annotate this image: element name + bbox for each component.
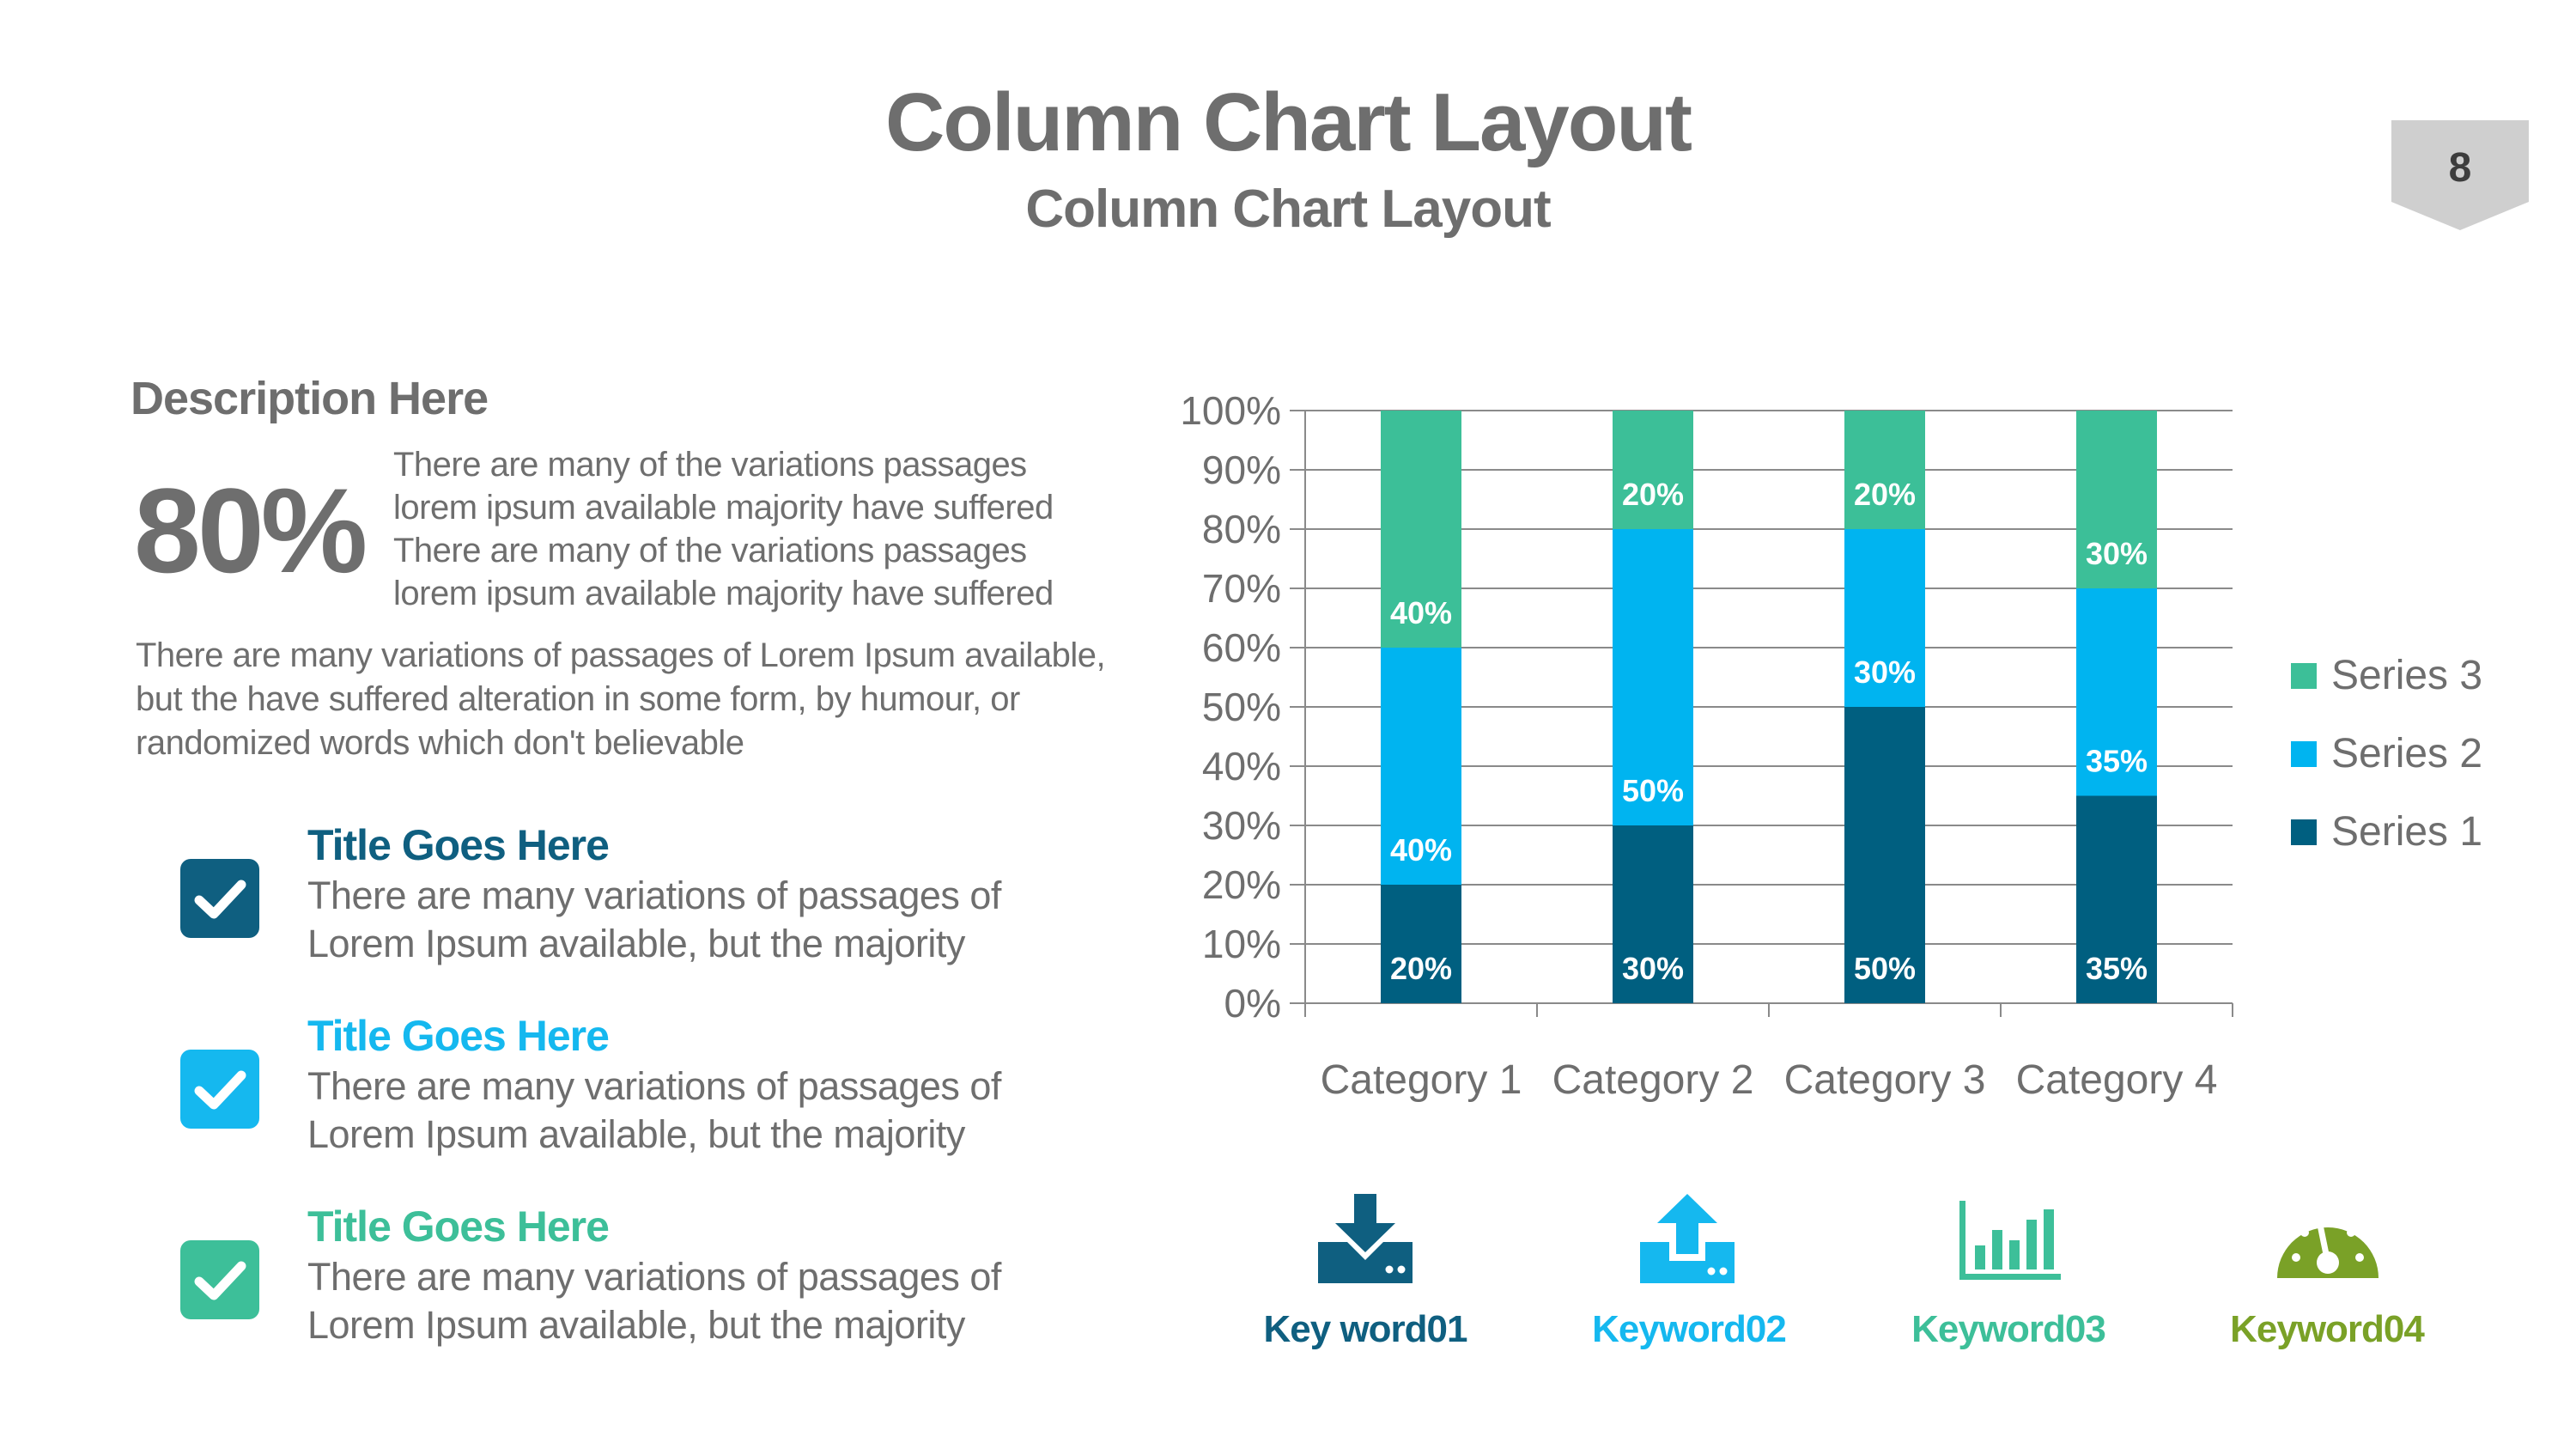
bar-segment: [1381, 411, 1461, 648]
y-tick-label: 0%: [1224, 981, 1281, 1026]
legend-swatch: [2291, 819, 2317, 845]
data-label: 50%: [1622, 773, 1684, 808]
legend-label: Series 2: [2331, 731, 2482, 776]
page-tag-shape: [2391, 120, 2529, 230]
download-icon: [1318, 1194, 1413, 1283]
gauge-icon: [2277, 1221, 2379, 1278]
check-icon: [180, 859, 259, 938]
bar-segment: [1613, 529, 1693, 825]
page-title: Column Chart Layout: [885, 76, 1692, 168]
bar-segment: [1613, 411, 1693, 529]
legend-swatch: [2291, 663, 2317, 689]
y-tick-label: 50%: [1202, 685, 1281, 729]
bar-segment: [2076, 411, 2157, 588]
data-label: 40%: [1390, 832, 1452, 868]
y-tick-label: 60%: [1202, 625, 1281, 670]
data-label: 30%: [1854, 654, 1916, 690]
data-label: 40%: [1390, 595, 1452, 630]
page-subtitle: Column Chart Layout: [1025, 180, 1551, 239]
bar-segment: [2076, 588, 2157, 796]
y-tick-label: 90%: [1202, 447, 1281, 492]
data-label: 20%: [1622, 477, 1684, 512]
y-tick-label: 20%: [1202, 862, 1281, 907]
y-tick-label: 10%: [1202, 922, 1281, 966]
bar-segment: [1381, 885, 1461, 1003]
bar-segment: [1844, 411, 1925, 529]
highlight-percentage: 80%: [134, 463, 368, 598]
data-label: 35%: [2086, 951, 2148, 986]
x-category-label: Category 2: [1552, 1057, 1754, 1103]
bar-segment: [1844, 529, 1925, 707]
legend-swatch: [2291, 741, 2317, 767]
data-label: 50%: [1854, 951, 1916, 986]
description-paragraph-2: There are many variations of passages of…: [136, 636, 1106, 762]
item-text-3: There are many variations of passages of…: [307, 1255, 1001, 1347]
data-label: 35%: [2086, 744, 2148, 779]
data-label: 30%: [2086, 536, 2148, 571]
data-label: 20%: [1854, 477, 1916, 512]
page-number-badge: 8: [2391, 120, 2529, 232]
bar-chart-icon: [1959, 1201, 2061, 1280]
bar-segment: [1381, 648, 1461, 885]
description-paragraph-1: There are many of the variations passage…: [393, 446, 1054, 612]
item-title-1: Title Goes Here: [307, 821, 610, 869]
keyword-label-3: Keyword03: [1911, 1308, 2106, 1350]
bar-segment: [1844, 707, 1925, 1003]
bar-segment: [1613, 825, 1693, 1003]
y-tick-label: 40%: [1202, 744, 1281, 788]
keyword-label-4: Keyword04: [2230, 1308, 2425, 1350]
y-tick-label: 80%: [1202, 507, 1281, 551]
bar-segment: [2076, 795, 2157, 1003]
item-text-1: There are many variations of passages of…: [307, 874, 1001, 965]
check-icon: [180, 1050, 259, 1129]
x-category-label: Category 4: [2016, 1057, 2218, 1103]
page-number: 8: [2448, 145, 2472, 191]
keyword-label-2: Keyword02: [1592, 1308, 1787, 1350]
data-label: 20%: [1390, 951, 1452, 986]
upload-icon: [1640, 1194, 1735, 1283]
x-category-label: Category 3: [1784, 1057, 1986, 1103]
item-title-2: Title Goes Here: [307, 1012, 610, 1060]
y-tick-label: 30%: [1202, 803, 1281, 848]
item-title-3: Title Goes Here: [307, 1202, 610, 1251]
y-tick-label: 100%: [1180, 388, 1281, 433]
description-heading: Description Here: [131, 373, 489, 424]
data-label: 30%: [1622, 951, 1684, 986]
keyword-label-1: Key word01: [1263, 1308, 1468, 1350]
y-tick-label: 70%: [1202, 566, 1281, 611]
x-category-label: Category 1: [1321, 1057, 1522, 1103]
legend-label: Series 1: [2331, 809, 2482, 855]
check-icon: [180, 1240, 259, 1319]
legend-label: Series 3: [2331, 653, 2482, 698]
item-text-2: There are many variations of passages of…: [307, 1064, 1001, 1156]
